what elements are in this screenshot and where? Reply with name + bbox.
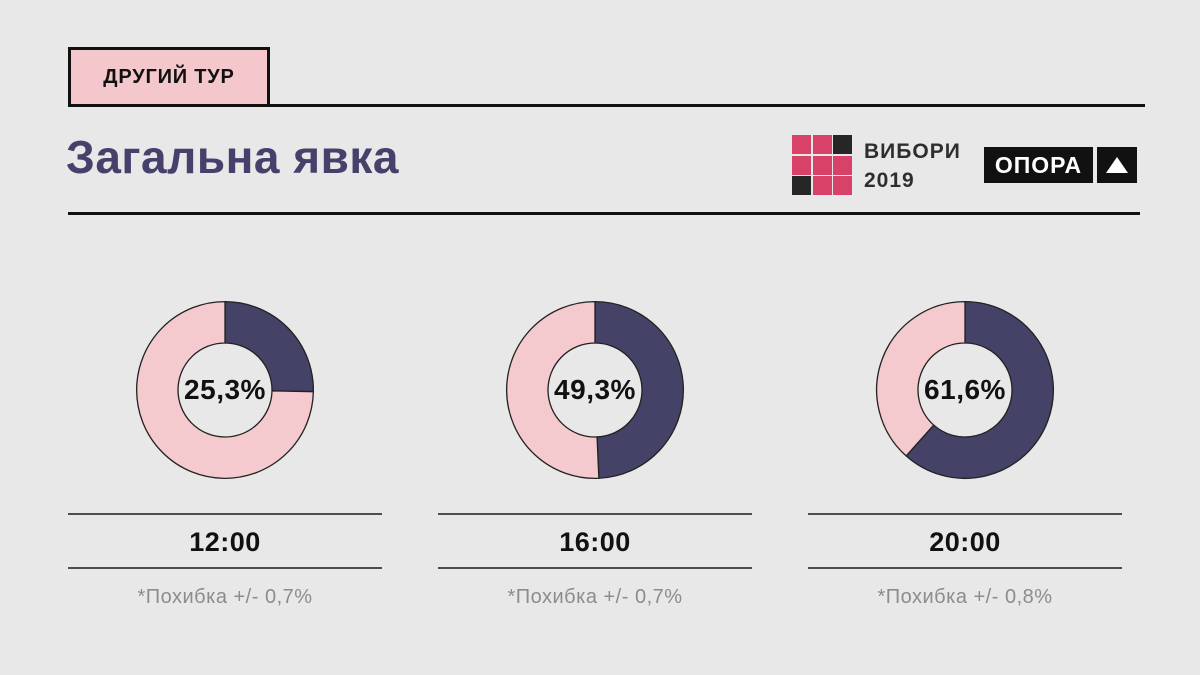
donut-chart-1200 [136, 300, 315, 479]
time-label: 12:00 [189, 527, 261, 557]
vybory-grid-cell [833, 155, 852, 175]
donut-chart-2000 [875, 300, 1055, 479]
title-divider-line [68, 212, 1140, 215]
label-rule-top [68, 513, 382, 515]
vybory-grid-cell [812, 135, 832, 154]
round-badge: ДРУГИЙ ТУР [68, 47, 270, 107]
opora-logo-label: ОПОРА [984, 147, 1093, 183]
donut-value-label: 25,3% [184, 374, 266, 405]
opora-logo: ОПОРА [984, 147, 1137, 183]
vybory-logo-text: ВИБОРИ 2019 [864, 137, 961, 195]
vybory-logo-line2: 2019 [864, 169, 915, 192]
time-label: 20:00 [929, 527, 1001, 557]
page-title: Загальна явка [66, 131, 400, 183]
vybory-grid-cell [833, 135, 852, 154]
donut-chart-1600 [506, 300, 684, 479]
error-margin-note: *Похибка +/- 0,7% [137, 586, 313, 608]
vybory-grid-cell [812, 155, 832, 175]
vybory-grid-cell [792, 155, 811, 175]
vybory-grid-cell [812, 176, 832, 195]
donut-value-label: 61,6% [924, 374, 1006, 405]
donut-value-label: 49,3% [554, 374, 636, 405]
label-rule-bottom [438, 567, 752, 569]
label-rule-top [808, 513, 1122, 515]
vybory-grid-cell [792, 176, 811, 195]
round-badge-label: ДРУГИЙ ТУР [103, 65, 235, 88]
vybory-grid-cell [833, 176, 852, 195]
label-rule-bottom [808, 567, 1122, 569]
label-rule-top [438, 513, 752, 515]
chart-column-1200: 25,3% 12:00 *Похибка +/- 0,7% [68, 296, 382, 636]
chart-column-1600: 49,3% 16:00 *Похибка +/- 0,7% [438, 296, 752, 636]
vybory-grid-icon [792, 135, 852, 195]
label-rule-bottom [68, 567, 382, 569]
error-margin-note: *Похибка +/- 0,7% [507, 586, 683, 608]
vybory-grid-cell [792, 135, 811, 154]
chart-column-2000: 61,6% 20:00 *Похибка +/- 0,8% [808, 296, 1122, 636]
vybory-logo-line1: ВИБОРИ [864, 140, 961, 163]
header-divider-line [68, 104, 1145, 107]
triangle-up-icon [1097, 147, 1137, 183]
error-margin-note: *Похибка +/- 0,8% [877, 586, 1053, 608]
time-label: 16:00 [559, 527, 631, 557]
